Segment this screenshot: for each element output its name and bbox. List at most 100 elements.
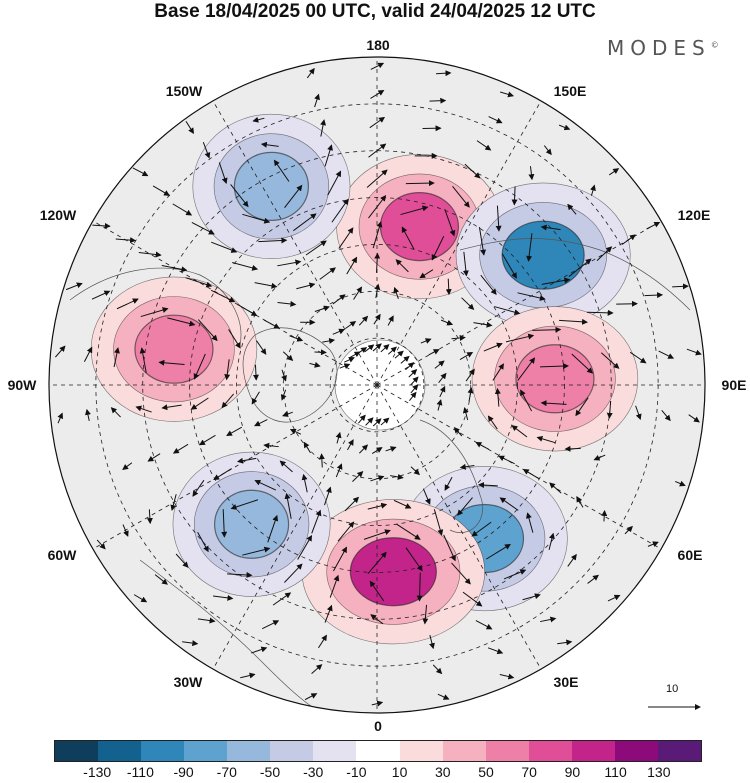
- colorbar-segment: [657, 741, 701, 761]
- wind-vector: [198, 434, 216, 446]
- wind-vector: [314, 305, 330, 312]
- wind-vector: [284, 492, 292, 519]
- wind-vector: [405, 180, 435, 187]
- colorbar-segment: [227, 741, 271, 761]
- wind-vector: [254, 479, 277, 491]
- wind-vector: [661, 410, 671, 422]
- wind-vector: [277, 300, 297, 307]
- wind-vector: [559, 318, 589, 325]
- wind-vector: [132, 167, 149, 177]
- wind-vector: [273, 159, 290, 182]
- wind-vector: [575, 397, 589, 417]
- wind-vector: [240, 672, 256, 679]
- lon-label-30w: 30W: [174, 674, 204, 690]
- wind-vector: [347, 439, 354, 451]
- wind-vector: [475, 442, 490, 450]
- wind-vector: [318, 634, 327, 649]
- wind-vector: [358, 414, 366, 424]
- wind-vector: [495, 205, 502, 232]
- wind-vector: [193, 353, 206, 380]
- wind-vector: [478, 227, 487, 256]
- wind-vector: [444, 208, 456, 237]
- wind-vector: [277, 259, 302, 267]
- wind-vector: [331, 198, 349, 223]
- logo-text: MODES: [607, 36, 711, 60]
- wind-vector: [395, 259, 409, 273]
- colorbar-tick-label: 10: [391, 764, 408, 780]
- wind-vector: [172, 443, 189, 454]
- wind-vector: [197, 531, 209, 553]
- wind-vector: [116, 298, 139, 310]
- wind-vector: [488, 116, 503, 124]
- colorbar-segment: [184, 741, 228, 761]
- wind-vector: [607, 594, 621, 602]
- wind-vector: [522, 593, 541, 601]
- wind-vector: [161, 404, 182, 411]
- wind-vectors: [55, 62, 702, 707]
- vector-scale-label: 10: [666, 683, 679, 695]
- wind-vector: [158, 359, 185, 366]
- wind-vector: [475, 620, 493, 630]
- wind-vector: [459, 351, 474, 361]
- wind-vector: [280, 389, 287, 401]
- greenland-coast: [242, 327, 338, 423]
- wind-vector: [363, 529, 391, 540]
- wind-vector: [232, 262, 259, 271]
- wind-vector: [451, 335, 466, 341]
- colorbar-segment: [270, 741, 314, 761]
- wind-vector: [369, 580, 385, 602]
- anomaly-high-north-america: [90, 276, 258, 422]
- wind-vector: [436, 70, 452, 77]
- wind-vector: [465, 368, 475, 382]
- wind-vector: [396, 523, 421, 540]
- wind-vector: [197, 617, 216, 624]
- wind-vector: [327, 170, 342, 196]
- wind-vector: [146, 509, 153, 525]
- colorbar-tick-label: 50: [478, 764, 494, 780]
- wind-vector: [256, 340, 267, 355]
- lon-label-90w: 90W: [8, 377, 38, 393]
- wind-vector: [251, 646, 268, 654]
- wind-vector: [344, 496, 360, 512]
- wind-vector: [252, 116, 265, 123]
- wind-vector: [478, 482, 498, 489]
- wind-vector: [380, 417, 390, 426]
- wind-vector: [289, 428, 302, 435]
- meridian-line: [92, 220, 378, 386]
- wind-vector: [115, 237, 137, 244]
- wind-vector: [445, 278, 452, 296]
- wind-vector: [282, 411, 293, 417]
- wind-vector: [608, 168, 620, 176]
- colorbar-segment: [614, 741, 658, 761]
- colorbar-segment: [442, 741, 486, 761]
- wind-vector: [254, 419, 268, 427]
- wind-vector: [387, 315, 394, 326]
- wind-vector: [213, 468, 232, 481]
- wind-vector: [296, 282, 316, 290]
- wind-vector: [419, 269, 434, 279]
- wind-vector: [600, 352, 620, 369]
- colorbar-tick-label: 130: [647, 764, 671, 780]
- anomaly-high-central-asia: [471, 306, 639, 452]
- wind-vector: [147, 453, 161, 462]
- wind-vector: [122, 524, 129, 537]
- anomaly-high-east-siberia: [336, 154, 503, 300]
- wind-vector: [346, 256, 358, 275]
- wind-vector: [218, 162, 228, 185]
- wind-vector: [236, 457, 257, 464]
- wind-vector: [320, 119, 327, 137]
- atlantic-coast: [139, 559, 321, 713]
- wind-vector: [311, 509, 322, 534]
- wind-vector: [297, 534, 313, 560]
- wind-vector: [536, 435, 556, 444]
- wind-vector: [221, 393, 235, 409]
- wind-vector: [172, 203, 193, 216]
- wind-vector: [646, 221, 661, 230]
- colorbar-segment: [528, 741, 572, 761]
- colorbar-tick-label: 90: [564, 764, 581, 780]
- wind-vector: [567, 553, 577, 567]
- wind-vector: [621, 234, 636, 245]
- meridian-line: [92, 384, 378, 550]
- wind-vector: [443, 534, 456, 562]
- wind-vector: [564, 445, 581, 452]
